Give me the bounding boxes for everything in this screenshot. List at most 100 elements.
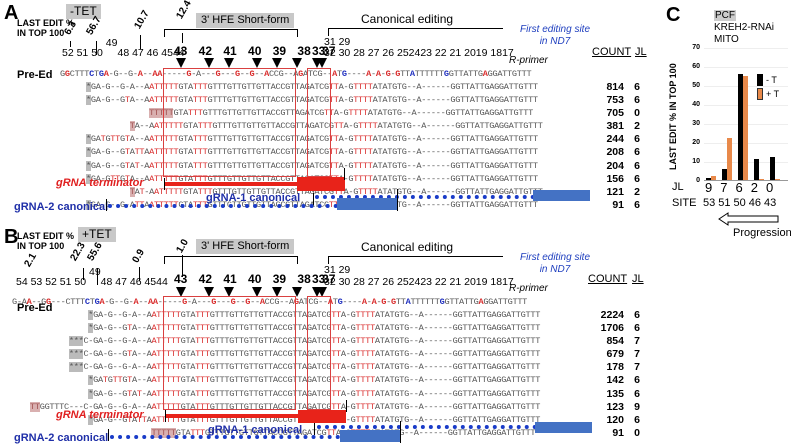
tick	[346, 400, 347, 412]
bar-plus-t-51	[727, 138, 732, 180]
pct-label-46: 0.9	[130, 247, 147, 265]
ytick: 30	[692, 120, 700, 127]
triangle-icon	[176, 58, 186, 68]
triangle-icon	[224, 58, 234, 68]
jl-value: 6	[634, 387, 640, 400]
count-value: 120	[606, 413, 624, 426]
bar-minus-t-43	[770, 157, 775, 180]
jl-value: 6	[634, 374, 640, 387]
count-value: 135	[606, 387, 624, 400]
gRNA1-label-b: gRNA-1 canonical	[208, 424, 303, 436]
jl-value: 7	[634, 361, 640, 374]
jl-value: 7	[634, 335, 640, 348]
bar-minus-t-53	[706, 178, 711, 180]
jl-value: 6	[634, 198, 640, 211]
triangle-icon	[252, 58, 262, 68]
x-axis	[704, 180, 788, 181]
condition-tag-a: -TET	[66, 4, 101, 19]
hfe-bracket-a	[164, 29, 298, 37]
jl-value: 0	[634, 426, 640, 439]
gRNA-terminator-label-a: gRNA terminator	[56, 177, 144, 189]
jl-value: 6	[634, 81, 640, 93]
count-value: 123	[606, 400, 624, 413]
triangle-icon	[292, 58, 302, 68]
bar-plus-t-46	[759, 179, 764, 180]
first-edit-label-b: First editing site in ND7	[519, 252, 591, 275]
position-33-a: 33	[312, 44, 326, 58]
positions-right2-b: 32 30 28 27 26 252423 22 21 2019 1817	[324, 276, 514, 288]
site-values: 53 51 50 46 43	[703, 197, 776, 209]
jl-tick: 2	[750, 180, 758, 195]
ytick: 60	[692, 63, 700, 70]
edit-site-arrows-a	[176, 58, 322, 68]
gRNA2-label-a: gRNA-2 canonical	[14, 201, 109, 213]
bar-minus-t-50	[738, 74, 743, 180]
triangle-icon	[252, 287, 262, 297]
chart-line2: KREH2-RNAi	[714, 22, 775, 33]
canonical-bracket-b	[328, 256, 503, 264]
legend-label: + T	[766, 89, 780, 99]
jl-value: 6	[634, 133, 640, 146]
sequence-rows-b: *GA-G--G-A--AATTTTTGTATTTGTTTGTTGTTGTTAC…	[30, 310, 541, 438]
count-value: 753	[606, 94, 624, 107]
positions-right-b: 31 29	[324, 264, 351, 276]
count-value: 91	[612, 198, 624, 211]
pcf-tag: PCF	[714, 10, 736, 21]
gRNA2-dots-b	[110, 435, 340, 439]
bar-plus-t-43	[775, 179, 780, 180]
jl-value: 2	[634, 120, 640, 133]
hfe-region-box-a	[163, 68, 296, 177]
condition-tag-b: +TET	[78, 227, 116, 242]
site-axis-label: SITE	[672, 197, 697, 209]
count-value: 142	[606, 374, 624, 387]
triangle-icon	[224, 287, 234, 297]
jl-value: 6	[634, 413, 640, 426]
jl-header-b: JL	[632, 273, 644, 285]
positions-right2-a: 32 30 28 27 26 252423 22 21 2019 1817	[324, 47, 514, 59]
site33-region-box-a	[307, 68, 331, 177]
count-value: 121	[606, 185, 624, 198]
jl-column-b: 6 6 7 7 7 6 6 9 6 0	[630, 309, 644, 440]
gridline	[704, 48, 788, 49]
pct-line	[97, 268, 98, 285]
jl-tick: 0	[765, 180, 774, 195]
pct-line	[182, 255, 183, 277]
gRNA1-dots-b	[317, 425, 537, 429]
count-value: 705	[606, 107, 624, 120]
hfe-bracket-b	[164, 256, 298, 264]
ytick: 70	[692, 44, 700, 51]
position-33-b: 33	[312, 272, 326, 286]
panel-a-letter: A	[4, 2, 19, 24]
jl-value: 6	[634, 172, 640, 185]
rprimer-label-a: R-primer	[509, 55, 548, 66]
gRNA-terminator-label-b: gRNA terminator	[56, 409, 144, 421]
legend-item-minus-t: - T	[757, 73, 779, 87]
site-tick: 51	[718, 197, 731, 209]
pre-ed-label-a: Pre-Ed	[17, 69, 53, 81]
pct-label-46: 10.7	[132, 8, 152, 31]
jl-value: 7	[634, 348, 640, 361]
triangle-icon	[204, 287, 214, 297]
tick	[108, 429, 109, 441]
pct-line	[182, 33, 183, 43]
legend-label: - T	[766, 75, 777, 85]
pct-label-50: 55.6	[85, 240, 105, 263]
jl-tick: 9	[705, 180, 713, 195]
pre-ed-seq-b: G-AA--GG---CTTTCTGA-G--G-A--AA-----G-A--…	[12, 297, 528, 307]
pct-line	[96, 41, 97, 55]
count-column-a: 814 753 705 381 244 208 204 156 121 91	[592, 81, 624, 212]
tick	[313, 193, 314, 205]
positions-big-a: 43 42 41 40 39 38 37	[174, 44, 336, 58]
canonical-label-b: Canonical editing	[361, 240, 454, 254]
site-tick: 53	[703, 197, 716, 209]
tick	[397, 189, 398, 211]
count-value: 208	[606, 146, 624, 159]
progression-label: Progression	[733, 227, 791, 239]
gRNA1-blue-bar-b	[535, 422, 592, 433]
gRNA1-blue-bar-a	[533, 190, 590, 201]
triangle-icon	[272, 287, 282, 297]
ytick: 10	[692, 158, 700, 165]
gRNA1-label-a: gRNA-1 canonical	[206, 192, 301, 204]
gRNA2-label-b: gRNA-2 canonical	[14, 432, 109, 444]
count-value: 156	[606, 172, 624, 185]
